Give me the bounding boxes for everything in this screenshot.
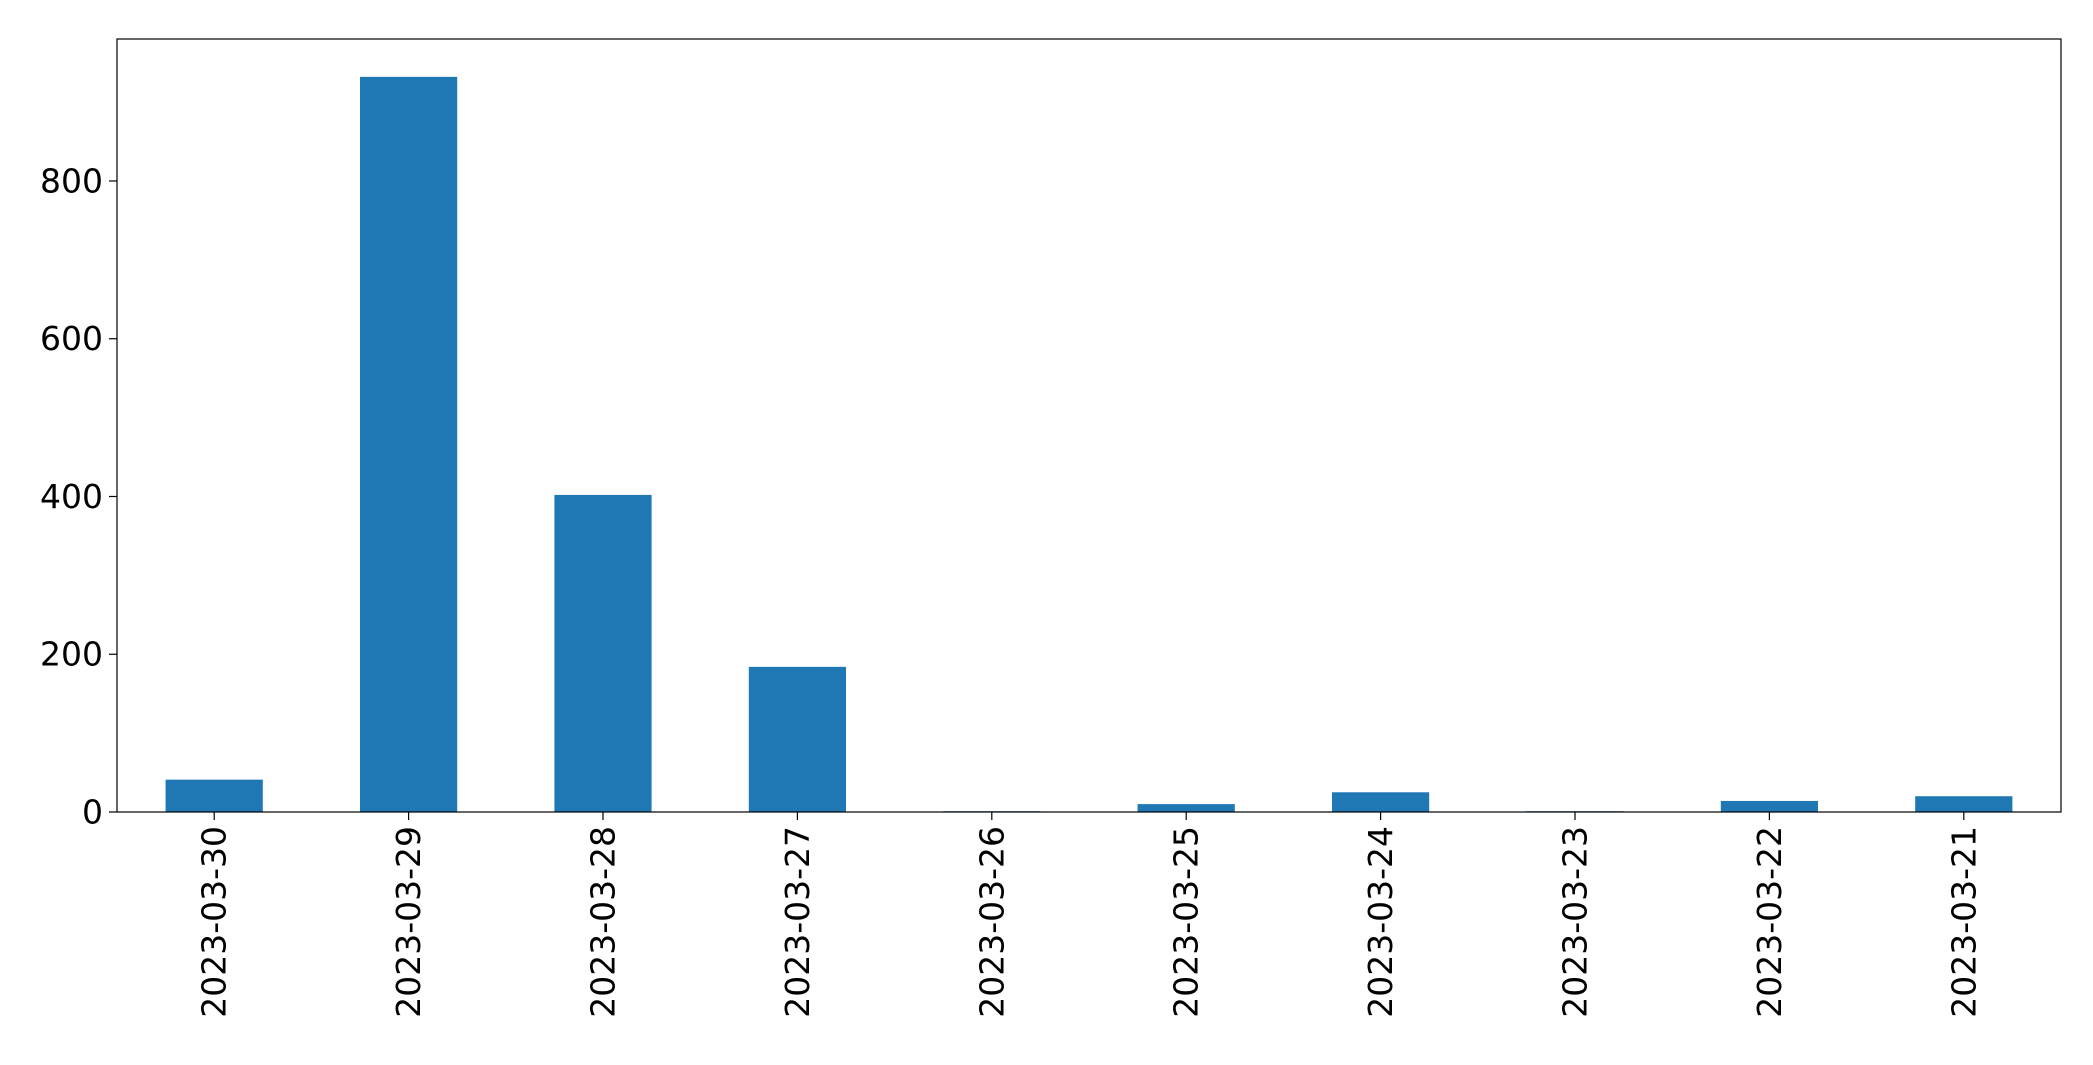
x-tick-label: 2023-03-30	[195, 826, 234, 1018]
bar-2023-03-21	[1915, 796, 2013, 812]
x-tick-label: 2023-03-25	[1167, 826, 1206, 1018]
y-axis: 0 200 400 600 800	[40, 161, 117, 832]
x-tick-label: 2023-03-27	[778, 826, 817, 1018]
x-tick-label: 2023-03-28	[584, 826, 623, 1018]
y-tick-label: 0	[82, 793, 103, 832]
y-tick-label: 800	[40, 161, 103, 200]
bar-2023-03-28	[554, 494, 652, 812]
bar-2023-03-29	[360, 76, 458, 813]
bar-2023-03-24	[1332, 792, 1430, 812]
bars-layer	[165, 76, 2013, 813]
x-tick-label: 2023-03-29	[389, 826, 428, 1018]
x-tick-label: 2023-03-23	[1556, 826, 1595, 1018]
x-tick-label: 2023-03-21	[1944, 826, 1983, 1018]
bar-2023-03-30	[165, 779, 263, 812]
bar-2023-03-25	[1137, 804, 1235, 812]
x-tick-label: 2023-03-24	[1361, 826, 1400, 1018]
y-tick-label: 200	[40, 635, 103, 674]
x-axis: 2023-03-30 2023-03-29 2023-03-28 2023-03-27…	[195, 812, 1983, 1018]
x-tick-label: 2023-03-26	[972, 826, 1011, 1018]
plot-frame	[116, 38, 2062, 813]
y-tick-label: 400	[40, 477, 103, 516]
x-tick-label: 2023-03-22	[1750, 826, 1789, 1018]
bar-2023-03-27	[748, 666, 846, 812]
bar-2023-03-22	[1720, 800, 1818, 812]
y-tick-label: 600	[40, 319, 103, 358]
